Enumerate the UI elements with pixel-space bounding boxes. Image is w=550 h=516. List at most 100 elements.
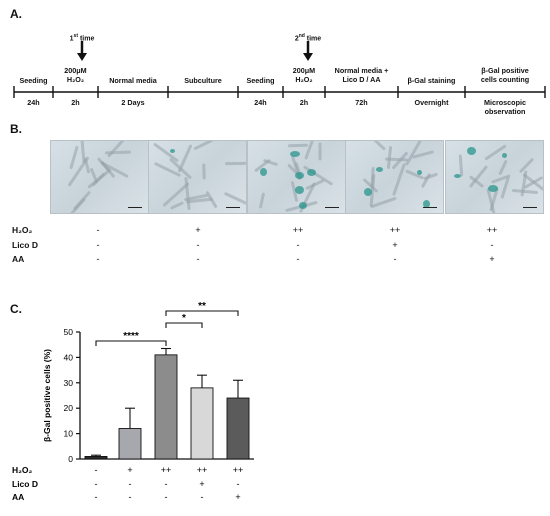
y-tick-label: 0 — [68, 454, 73, 464]
cell-shape — [168, 157, 193, 180]
timeline-step-label-line1: Seeding — [19, 76, 48, 85]
cell-shape — [107, 141, 126, 158]
significance-bracket — [95, 340, 167, 346]
stained-cell — [170, 149, 175, 153]
cell-shape — [372, 141, 387, 151]
timeline-step-label-line1: Normal media — [109, 76, 157, 85]
chart-condition-mark: - — [95, 492, 98, 502]
timeline-step-duration-line1: 2h — [299, 98, 309, 107]
chart-condition-mark: - — [95, 465, 98, 475]
chart-condition-mark: + — [127, 465, 132, 475]
cell-shape — [83, 157, 91, 174]
timeline-step-duration: Overnight — [398, 98, 465, 107]
y-tick-label: 20 — [64, 403, 74, 413]
chart-condition-row-label: Lico D — [12, 479, 38, 489]
timeline-step-duration: 2 Days — [98, 98, 168, 107]
y-tick-label: 10 — [64, 429, 74, 439]
condition-mark: - — [296, 254, 300, 264]
condition-mark: - — [196, 240, 200, 250]
second-time-arrow-icon — [303, 41, 313, 61]
timeline-step-label-line1: β-Gal positive — [481, 66, 529, 75]
timeline-step-duration: 72h — [325, 98, 398, 107]
scale-bar — [226, 206, 240, 208]
condition-mark: + — [195, 225, 201, 235]
timeline-step-duration-line1: 24h — [27, 98, 40, 107]
chart-condition-mark: - — [165, 479, 168, 489]
significance-label: ** — [198, 301, 206, 312]
timeline-step-duration-line1: 2h — [71, 98, 80, 107]
condition-mark: + — [392, 240, 398, 250]
timeline-step-label-line2: H₂O₂ — [295, 75, 313, 84]
panel-c-label: C. — [10, 302, 22, 316]
timeline-step-duration: 24h — [14, 98, 53, 107]
timeline-step-duration-line1: Overnight — [414, 98, 449, 107]
condition-mark: - — [196, 254, 200, 264]
stained-cell — [307, 169, 316, 176]
chart-condition-mark: - — [237, 479, 240, 489]
stained-cell — [295, 172, 304, 179]
cell-shape — [511, 188, 539, 195]
stained-cell — [299, 202, 307, 209]
cell-shape — [458, 154, 464, 177]
chart-condition-mark: - — [95, 479, 98, 489]
panel-b-label: B. — [10, 122, 22, 136]
condition-mark: - — [96, 254, 100, 264]
y-tick-label: 40 — [64, 352, 74, 362]
y-tick-label: 30 — [64, 378, 74, 388]
condition-row-label: Lico D — [12, 240, 38, 250]
timeline-step-duration: Microscopic observation — [465, 98, 545, 116]
scale-bar — [128, 206, 142, 208]
microscopy-image — [148, 140, 247, 214]
cell-shape — [258, 192, 266, 209]
chart-condition-mark: + — [199, 479, 204, 489]
cell-shape — [498, 159, 508, 176]
condition-mark: ++ — [486, 225, 498, 235]
stained-cell — [260, 168, 267, 176]
bar — [154, 354, 178, 460]
timeline-step-label-line1: β-Gal staining — [407, 76, 456, 85]
stained-cell — [488, 185, 498, 192]
condition-row-label: AA — [12, 254, 25, 264]
timeline-step-duration-line1: 72h — [355, 98, 368, 107]
timeline-step-label: Normal media + Lico D / AA — [325, 66, 398, 84]
timeline-step-label-line1: Normal media + — [334, 66, 389, 75]
stained-cell — [467, 147, 476, 155]
chart-condition-mark: ++ — [197, 465, 208, 475]
timeline-step-label-line1: 200μM — [292, 66, 316, 75]
timeline-step-label-line1: 200μM — [64, 66, 87, 75]
first-time-marker: 1st time — [69, 33, 95, 43]
timeline-step-label: 200μM H₂O₂ — [283, 66, 325, 84]
cell-shape — [170, 201, 184, 210]
chart-condition-row-label: H₂O₂ — [12, 465, 33, 475]
condition-mark: + — [489, 254, 495, 264]
timeline-step-label-line1: Seeding — [246, 76, 275, 85]
condition-mark: - — [96, 240, 100, 250]
stained-cell — [295, 186, 304, 194]
second-time-marker: 2nd time — [294, 33, 322, 43]
cell-shape — [72, 190, 92, 211]
timeline-step-label: β-Gal positive cells counting — [465, 66, 545, 84]
cell-shape — [420, 172, 432, 189]
microscopy-image — [50, 140, 149, 214]
condition-mark: - — [393, 254, 397, 264]
timeline: 1st time 2nd time Seeding 24h 200μM H₂O₂ 2h N… — [0, 0, 550, 120]
stained-cell — [454, 174, 461, 178]
scale-bar — [523, 206, 537, 208]
timeline-step-label: 200μM H₂O₂ — [53, 66, 98, 84]
microscopy-image — [345, 140, 444, 214]
cell-shape — [287, 143, 309, 148]
stained-cell — [502, 153, 507, 158]
timeline-axis — [13, 86, 546, 98]
first-time-arrow-icon — [77, 41, 87, 61]
microscopy-image — [247, 140, 346, 214]
chart-condition-mark: - — [165, 492, 168, 502]
timeline-step-label-line2: Lico D / AA — [342, 75, 381, 84]
cell-shape — [224, 161, 246, 166]
microscopy-image — [445, 140, 544, 214]
timeline-step-duration-line1: Microscopic — [484, 98, 526, 107]
timeline-step-label: Normal media — [98, 76, 168, 85]
timeline-step-label-line1: Subculture — [184, 76, 222, 85]
condition-mark: - — [296, 240, 300, 250]
cell-shape — [318, 142, 322, 161]
y-tick-label: 50 — [64, 327, 74, 337]
